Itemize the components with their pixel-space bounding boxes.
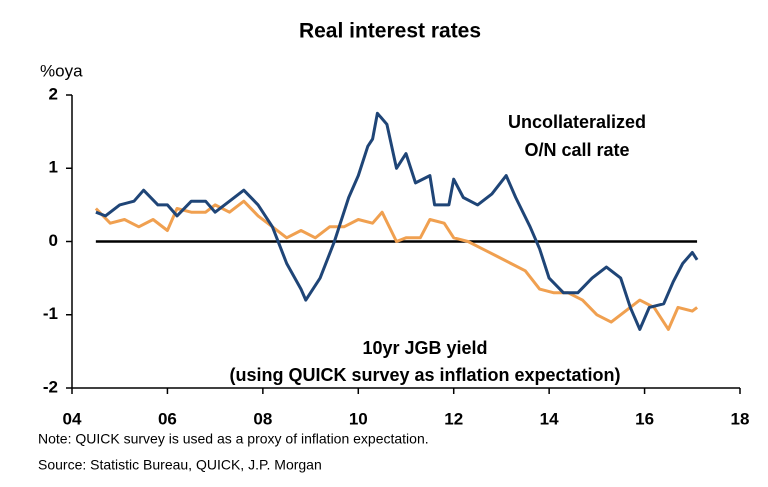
note: Note: QUICK survey is used as a proxy of… bbox=[38, 431, 429, 447]
chart-title: Real interest rates bbox=[299, 20, 481, 43]
y-tick-label: 2 bbox=[49, 84, 58, 103]
y-tick-label: -1 bbox=[43, 304, 58, 323]
x-tick-label: 18 bbox=[731, 409, 750, 428]
y-tick-label: 1 bbox=[49, 158, 58, 177]
series-label: O/N call rate bbox=[524, 140, 629, 160]
y-axis-label: %oya bbox=[40, 61, 83, 80]
y-tick-label: -2 bbox=[43, 377, 58, 396]
x-tick-label: 06 bbox=[158, 409, 177, 428]
series-label: 10yr JGB yield bbox=[362, 338, 487, 358]
series-line bbox=[95, 111, 699, 331]
series-label: Uncollateralized bbox=[508, 112, 646, 132]
series-line bbox=[94, 199, 699, 331]
x-tick-label: 10 bbox=[349, 409, 368, 428]
x-tick-label: 16 bbox=[635, 409, 654, 428]
x-tick-label: 04 bbox=[63, 409, 82, 428]
x-tick-label: 12 bbox=[444, 409, 463, 428]
source: Source: Statistic Bureau, QUICK, J.P. Mo… bbox=[38, 457, 322, 473]
x-tick-label: 14 bbox=[540, 409, 559, 428]
x-tick-label: 08 bbox=[253, 409, 272, 428]
series-label: (using QUICK survey as inflation expecta… bbox=[229, 365, 620, 385]
y-tick-label: 0 bbox=[49, 231, 58, 250]
